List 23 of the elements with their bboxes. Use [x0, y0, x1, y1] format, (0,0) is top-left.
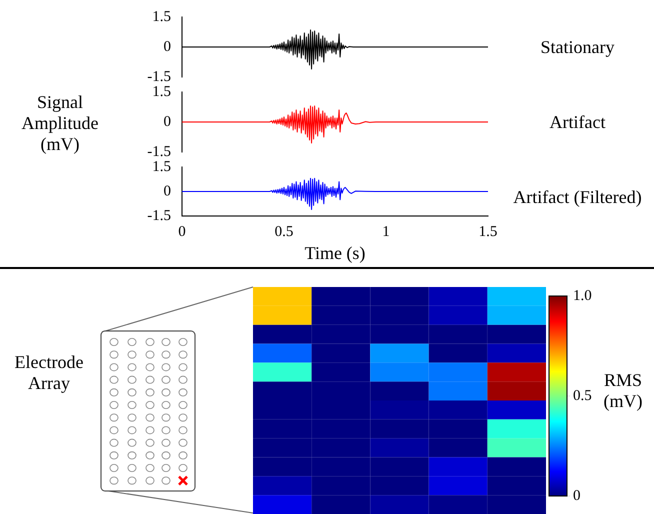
x-tick-label: 0 [178, 224, 186, 240]
y-axis-title: Signal Amplitude (mV) [20, 92, 100, 155]
text: Artifact [548, 110, 606, 134]
color-bar-label: 1.0 [573, 288, 592, 304]
y-tick-label: 1.5 [152, 84, 171, 100]
series-label: Artifact (Filtered) [512, 186, 643, 209]
y-tick-label: 1.5 [152, 8, 171, 25]
text: Electrode Array [14, 352, 84, 394]
color-bar-label: 0 [573, 488, 580, 504]
y-tick-label: -1.5 [147, 68, 171, 85]
y-tick-label: 1.5 [152, 158, 171, 175]
color-bar-label: 0.5 [573, 388, 592, 404]
x-axis-title: Time (s) [304, 242, 366, 263]
text: Stationary [540, 36, 616, 59]
y-tick-label: -1.5 [147, 144, 171, 160]
x-tick-label: 1 [382, 224, 390, 240]
y-tick-label: 0 [164, 38, 171, 55]
y-tick-label: 0 [164, 114, 171, 130]
x-tick-label: 0.5 [274, 224, 294, 240]
color-bar-title: RMS (mV) [602, 370, 644, 412]
x-tick-label: 1.5 [478, 224, 498, 240]
y-tick-label: -1.5 [147, 208, 171, 224]
y-tick-label: 0 [164, 183, 171, 200]
